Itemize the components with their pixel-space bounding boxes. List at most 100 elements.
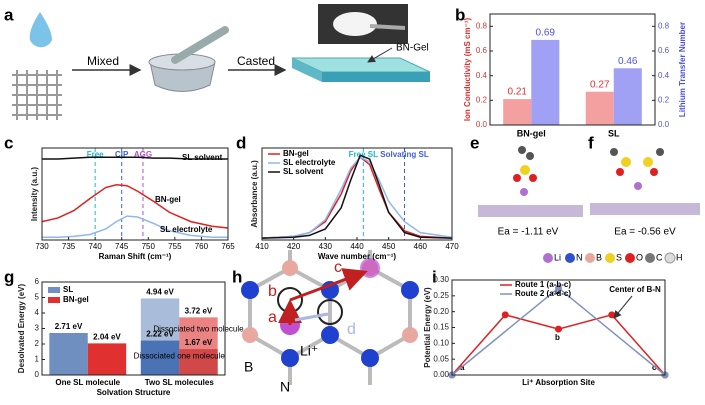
plot-frame bbox=[489, 13, 656, 126]
x-tick-label: 745 bbox=[115, 242, 129, 251]
panel-label: d bbox=[236, 133, 246, 152]
y-tick-label: 0.30 bbox=[433, 275, 449, 284]
value-label: 3.72 eV bbox=[185, 306, 213, 315]
y-tick-label: 0.4 bbox=[476, 71, 488, 80]
point bbox=[555, 325, 562, 333]
annotation: Dissociated one molecule bbox=[134, 352, 226, 361]
annotation-arrow bbox=[613, 295, 633, 319]
legend-label: Route 1 (a-b-c) bbox=[515, 280, 571, 289]
x-tick-label: 430 bbox=[319, 242, 333, 251]
panel-label: b bbox=[455, 5, 465, 24]
route-label: c bbox=[334, 259, 342, 276]
atom-label: B bbox=[244, 359, 253, 375]
panel-label: a bbox=[4, 5, 14, 24]
value-label: 0.69 bbox=[536, 28, 556, 39]
atom-label: S bbox=[616, 252, 622, 262]
y-tick-label: 0.0 bbox=[476, 120, 488, 129]
x-tick-label: SL bbox=[608, 128, 620, 138]
y-tick-label: 0.2 bbox=[476, 95, 488, 104]
point bbox=[501, 311, 509, 319]
x-axis-title: Raman Shift (cm⁻¹) bbox=[99, 252, 172, 261]
route-label: b bbox=[268, 283, 277, 300]
bar bbox=[87, 343, 127, 375]
step-label: Mixed bbox=[87, 54, 119, 68]
y-tick-label: 0.6 bbox=[658, 46, 670, 55]
reference-label: AGG bbox=[134, 150, 152, 159]
panel-label: f bbox=[588, 133, 594, 152]
series-line bbox=[41, 184, 229, 229]
y-tick-label: 0.25 bbox=[433, 291, 449, 300]
x-tick-label: 420 bbox=[287, 242, 301, 251]
series-line bbox=[261, 154, 453, 239]
y-axis-title: Desolvated Energy (eV) bbox=[17, 283, 26, 373]
y-tick-label: 1 bbox=[35, 355, 40, 364]
bar-segment bbox=[179, 349, 218, 375]
series-line bbox=[42, 156, 228, 160]
panel-label: e bbox=[470, 133, 479, 152]
value-label: 0.21 bbox=[507, 87, 527, 98]
value-label: 0.46 bbox=[618, 56, 638, 67]
value-label: 2.22 eV bbox=[146, 330, 174, 339]
value-label: 4.94 eV bbox=[146, 288, 174, 297]
energy-label: Ea = -0.56 eV bbox=[614, 227, 676, 238]
y-tick-label: 0.00 bbox=[433, 370, 449, 379]
x-axis-title: Solvation Structure bbox=[97, 388, 171, 397]
x-tick-label: Two SL molecules bbox=[145, 378, 215, 387]
point-label: a bbox=[460, 363, 465, 372]
annotation: Center of B-N bbox=[609, 285, 661, 294]
reference-label: Solvating SL bbox=[380, 150, 429, 159]
atom-label: N bbox=[280, 379, 290, 395]
panel-h-illustration: a b c d B N Li⁺ bbox=[241, 250, 419, 395]
atom-label: O bbox=[636, 252, 643, 262]
y-tick-label: 0.8 bbox=[476, 21, 488, 30]
panel-ef-illustration: Ea = -1.11 eV Ea = -0.56 eV Li N B S O C… bbox=[478, 146, 700, 264]
atom-label: H bbox=[676, 252, 683, 262]
bar-segment bbox=[140, 340, 180, 375]
atom-label: Li bbox=[554, 252, 561, 262]
atom-label: C bbox=[656, 252, 663, 262]
y-tick-label: 6 bbox=[35, 277, 40, 286]
bar bbox=[531, 39, 560, 125]
route-label: d bbox=[347, 321, 356, 338]
panel-label: c bbox=[4, 133, 13, 152]
y-axis-title: Potential Energy (eV) bbox=[423, 287, 432, 368]
series-line bbox=[42, 215, 228, 238]
panel-label: g bbox=[4, 267, 14, 286]
x-tick-label: 440 bbox=[350, 242, 364, 251]
reference-label: CIP bbox=[115, 150, 129, 159]
route-label: a bbox=[268, 309, 277, 326]
x-tick-label: BN-gel bbox=[517, 128, 546, 138]
x-tick-label: 735 bbox=[62, 242, 76, 251]
value-label: 2.04 eV bbox=[93, 332, 121, 341]
x-tick-label: 460 bbox=[414, 242, 428, 251]
y-tick-label: 0.20 bbox=[433, 307, 449, 316]
reference-label: Free bbox=[87, 150, 104, 159]
bar bbox=[585, 91, 614, 125]
reference-label: Free SL bbox=[349, 150, 378, 159]
value-label: 2.71 eV bbox=[55, 322, 83, 331]
x-axis-title: Li⁺ Absorption Site bbox=[522, 378, 595, 387]
x-tick-label: 750 bbox=[142, 242, 156, 251]
panel-label: i bbox=[432, 267, 437, 286]
y-axis-title: Lithium Transfer Number bbox=[678, 22, 687, 117]
value-label: 0.27 bbox=[590, 79, 610, 90]
x-tick-label: 730 bbox=[35, 242, 49, 251]
x-axis-title: Wave number (cm⁻¹) bbox=[318, 252, 396, 261]
panel-a-illustration: Mixed Casted BN-Gel bbox=[12, 4, 431, 120]
bar bbox=[613, 68, 642, 125]
step-label: Casted bbox=[237, 54, 275, 68]
series-label: BN-gel bbox=[155, 195, 181, 204]
y-tick-label: 0.4 bbox=[658, 71, 670, 80]
y-axis-title: Absorbance (a.u.) bbox=[250, 160, 259, 228]
legend-label: BN-gel bbox=[63, 295, 89, 304]
atom-label: Li⁺ bbox=[300, 343, 318, 359]
y-axis-title: Ion Conductivity (mS cm⁻¹) bbox=[463, 18, 472, 122]
atom-label: N bbox=[576, 252, 583, 262]
series-label: SL electrolyte bbox=[160, 225, 213, 234]
y-tick-label: 0.15 bbox=[433, 323, 449, 332]
energy-label: Ea = -1.11 eV bbox=[498, 227, 559, 238]
x-tick-label: One SL molecule bbox=[55, 378, 120, 387]
legend-label: SL bbox=[63, 285, 73, 294]
y-tick-label: 0.6 bbox=[476, 46, 488, 55]
